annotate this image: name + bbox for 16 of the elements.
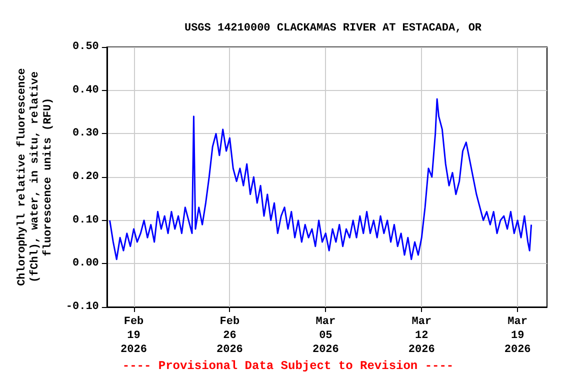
y-tick-label: -0.10: [66, 301, 99, 313]
y-tick-label: 0.10: [72, 214, 99, 226]
x-tick-label: Mar 05 2026: [312, 316, 339, 356]
y-tick-label: 0.40: [72, 84, 99, 96]
x-tick-label: Mar 12 2026: [408, 316, 435, 356]
x-tick-label: Mar 19 2026: [504, 316, 531, 356]
y-tick-label: 0.00: [72, 258, 99, 270]
y-tick-label: 0.50: [72, 41, 99, 53]
y-axis-title: Chlorophyll relative fluorescence (fChl), water, in situ, relative fluorescence units (RFU): [16, 68, 54, 286]
line-series: [109, 98, 532, 260]
y-tick-label: 0.30: [72, 128, 99, 140]
x-tick-label: Feb 26 2026: [216, 316, 243, 356]
x-tick-label: Feb 19 2026: [120, 316, 147, 356]
chart-title: USGS 14210000 CLACKAMAS RIVER AT ESTACADA, OR: [184, 22, 482, 34]
text: ---- Provisional Data Subject to Revision ----: [122, 359, 454, 373]
y-tick-label: 0.20: [72, 171, 99, 183]
